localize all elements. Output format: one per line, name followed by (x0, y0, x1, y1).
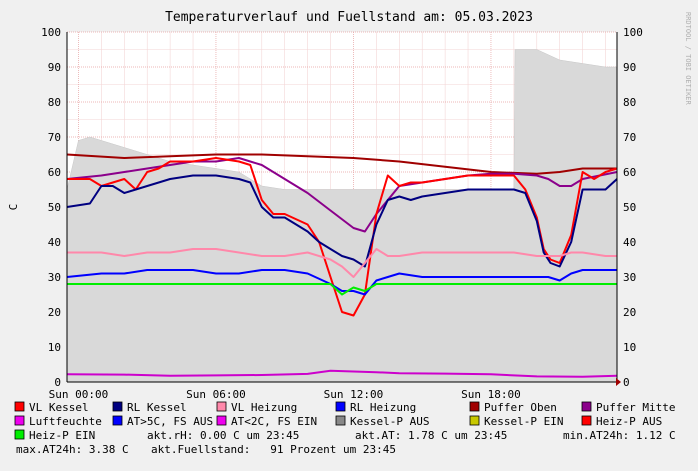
x-tick-label: Sun 06:00 (186, 388, 246, 401)
legend-swatch (216, 415, 227, 426)
y-tick-label-left: 70 (48, 131, 61, 144)
y-tick-label-left: 100 (41, 26, 61, 39)
x-tick-label: Sun 00:00 (49, 388, 109, 401)
status-max-at: max.AT24h: 3.38 C (16, 443, 129, 456)
series-line-luftfeuchte (66, 369, 618, 378)
legend-label: Kessel-P EIN (484, 415, 563, 428)
fill-series (66, 49, 618, 383)
y-tick-label-right: 40 (623, 236, 636, 249)
series-line-heiz-p-ein (67, 283, 617, 296)
legend-label: RL Heizung (350, 401, 416, 414)
y-tick-label-right: 20 (623, 306, 636, 319)
y-tick-label-left: 40 (48, 236, 61, 249)
legend-swatch (112, 415, 123, 426)
legend-label: AT<2C, FS EIN (231, 415, 317, 428)
legend-swatch (469, 415, 480, 426)
status-min-at: min.AT24h: 1.12 C (563, 429, 676, 442)
y-tick-label-right: 50 (623, 201, 636, 214)
y-tick-label-left: 30 (48, 271, 61, 284)
y-tick-label-right: 30 (623, 271, 636, 284)
legend-swatch (14, 429, 25, 440)
series-line-vl-heizung (67, 248, 617, 278)
legend-label: RL Kessel (127, 401, 187, 414)
status-akt-rh: akt.rH: 0.00 C um 23:45 (147, 429, 299, 442)
legend-swatch (335, 401, 346, 412)
legend-label: VL Kessel (29, 401, 89, 414)
legend-label: Puffer Oben (484, 401, 557, 414)
y-tick-label-left: 0 (54, 376, 61, 389)
status-block: akt.rH: 0.00 C um 23:45 akt.AT: 1.78 C um… (16, 429, 676, 456)
y-tick-label-right: 60 (623, 166, 636, 179)
y-tick-label-right: 90 (623, 61, 636, 74)
legend: VL Kessel RL Kessel VL Heizung RL Heizung Pu… (14, 401, 675, 442)
legend-swatch (581, 415, 592, 426)
series-line-puffer-mitte (66, 157, 618, 233)
legend-label: AT>5C, FS AUS (127, 415, 213, 428)
y-axis-label: C (7, 204, 20, 211)
legend-swatch (581, 401, 592, 412)
x-tick-label: Sun 18:00 (461, 388, 521, 401)
y-tick-label-left: 50 (48, 201, 61, 214)
y-tick-label-right: 100 (623, 26, 643, 39)
series-lines (66, 153, 618, 378)
legend-label: Heiz-P EIN (29, 429, 95, 442)
y-tick-label-left: 10 (48, 341, 61, 354)
legend-label: VL Heizung (231, 401, 297, 414)
fill-area-fuellstand (66, 49, 618, 383)
y-tick-label-right: 70 (623, 131, 636, 144)
series-line-puffer-oben (66, 153, 617, 175)
chart-title: Temperaturverlauf und Fuellstand am: 05.… (165, 10, 533, 25)
legend-swatch (14, 401, 25, 412)
y-tick-label-left: 20 (48, 306, 61, 319)
legend-label: Puffer Mitte (596, 401, 675, 414)
y-tick-label-right: 0 (623, 376, 630, 389)
x-tick-label: Sun 12:00 (324, 388, 384, 401)
y-tick-label-left: 80 (48, 96, 61, 109)
y-tick-label-right: 80 (623, 96, 636, 109)
legend-label: Luftfeuchte (29, 415, 102, 428)
legend-swatch (469, 401, 480, 412)
y-tick-label-right: 10 (623, 341, 636, 354)
legend-swatch (335, 415, 346, 426)
legend-label: Heiz-P AUS (596, 415, 662, 428)
legend-swatch (14, 415, 25, 426)
y-tick-label-left: 60 (48, 166, 61, 179)
watermark: RRDTOOL / TOBI OETIKER (684, 12, 692, 106)
series-line-vl-kessel (67, 157, 618, 317)
legend-swatch (216, 401, 227, 412)
y-tick-label-left: 90 (48, 61, 61, 74)
x-axis-arrow-icon (616, 378, 621, 386)
status-akt-at: akt.AT: 1.78 C um 23:45 (355, 429, 507, 442)
legend-swatch (112, 401, 123, 412)
status-fuellstand: akt.Fuellstand: 91 Prozent um 23:45 (151, 443, 396, 456)
legend-label: Kessel-P AUS (350, 415, 429, 428)
axes: 0 0 10 10 20 20 30 30 40 40 50 50 60 60 70 70 80 80 90 90 10… (41, 26, 643, 401)
